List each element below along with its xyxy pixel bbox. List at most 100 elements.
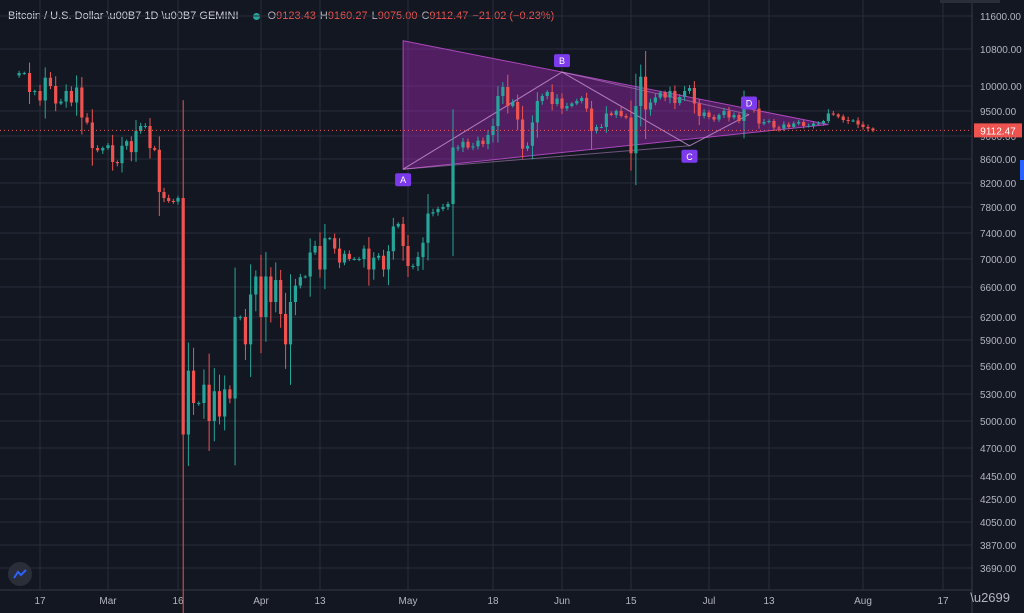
y-tick-label: 5600.00 (980, 362, 1017, 373)
candle-body (191, 370, 196, 403)
candle-body (233, 317, 237, 399)
candle-body (575, 101, 579, 104)
candle-body (446, 204, 450, 207)
candle-body (772, 121, 776, 128)
candle-body (687, 88, 692, 91)
candle-body (644, 76, 648, 110)
candle-body (293, 285, 298, 302)
candle-body (17, 73, 21, 76)
candle-body (816, 123, 821, 125)
candle-body (186, 370, 190, 435)
candle-body (767, 121, 771, 122)
candle-body (486, 135, 490, 145)
candle-body (59, 101, 63, 104)
candle-body (658, 92, 662, 98)
candle-body (139, 126, 143, 131)
y-tick-label: 3690.00 (980, 564, 1017, 575)
candle-body (520, 119, 525, 149)
candle-body (323, 238, 327, 270)
candle-body (451, 147, 455, 204)
candle-body (148, 126, 152, 149)
pattern-guide (561, 71, 750, 115)
candle-body (802, 122, 806, 126)
candle-body (207, 384, 211, 421)
candle-body (167, 198, 171, 201)
candle-body (357, 259, 361, 260)
candle-body (471, 146, 475, 148)
candle-body (367, 248, 371, 270)
pattern-point-d[interactable] (741, 96, 757, 110)
candle-body (846, 120, 850, 121)
candle-body (381, 255, 386, 270)
pattern-point-b[interactable] (554, 54, 570, 68)
pattern-point-label: D (746, 99, 753, 109)
candle-body (228, 389, 232, 399)
candle-body (143, 126, 147, 127)
candle-body (318, 246, 322, 270)
candle-body (861, 124, 865, 127)
candle-body (717, 115, 721, 120)
candle-body (797, 122, 801, 124)
y-tick-label: 5900.00 (980, 336, 1017, 347)
triangle-pattern[interactable] (402, 40, 829, 170)
candle-body (757, 108, 761, 124)
tradingview-logo-icon[interactable] (8, 562, 32, 586)
candle-body (157, 149, 161, 192)
pattern-point-a[interactable] (395, 173, 412, 187)
y-tick-label: 8600.00 (980, 155, 1017, 166)
candle-body (328, 238, 332, 240)
candle-body (426, 213, 430, 243)
candle-body (806, 126, 811, 127)
candle-body (347, 253, 351, 259)
y-tick-label: 11600.00 (980, 12, 1021, 23)
candle-body (95, 148, 100, 151)
candle-body (48, 77, 53, 86)
y-tick-label: 3870.00 (980, 541, 1017, 552)
candle-body (401, 223, 405, 246)
pattern-point-c[interactable] (681, 149, 698, 163)
candle-body (283, 314, 288, 345)
candle-body (476, 140, 480, 147)
candle-body (821, 121, 826, 124)
x-tick-label: May (399, 596, 418, 607)
candle-body (555, 98, 559, 104)
candle-body (33, 91, 37, 92)
candle-body (298, 277, 302, 286)
candle-body (90, 122, 94, 149)
candle-body (396, 223, 400, 227)
candle-body (727, 111, 731, 118)
candle-body (181, 198, 185, 435)
candle-body (560, 98, 564, 109)
candle-body (639, 76, 643, 106)
candle-body (129, 141, 133, 153)
candle-body (585, 98, 589, 109)
candle-body (599, 127, 604, 128)
candle-body (491, 126, 495, 135)
y-tick-label: 9500.00 (980, 107, 1017, 118)
y-tick-label: 6200.00 (980, 313, 1017, 324)
settings-gear-icon[interactable]: \u2699 (970, 590, 1010, 605)
candle-body (540, 96, 544, 101)
candle-body (707, 112, 711, 117)
y-tick-label: 7800.00 (980, 203, 1017, 214)
candle-body (279, 280, 283, 314)
candle-body (624, 116, 628, 118)
candle-body (481, 140, 485, 145)
y-tick-label: 8200.00 (980, 179, 1017, 190)
candle-body (406, 246, 410, 266)
candle-body (792, 123, 796, 127)
x-tick-label: 15 (625, 596, 637, 607)
candle-body (648, 102, 653, 110)
candle-body (54, 86, 58, 104)
candle-body (461, 141, 465, 148)
candle-body (530, 122, 535, 146)
candle-body (565, 106, 569, 109)
candle-body (416, 257, 420, 266)
candle-body (501, 87, 505, 96)
candle-body (466, 141, 470, 148)
candle-body (683, 91, 687, 97)
candle-body (264, 276, 268, 317)
candle-body (352, 259, 356, 260)
candle-body (217, 391, 222, 417)
